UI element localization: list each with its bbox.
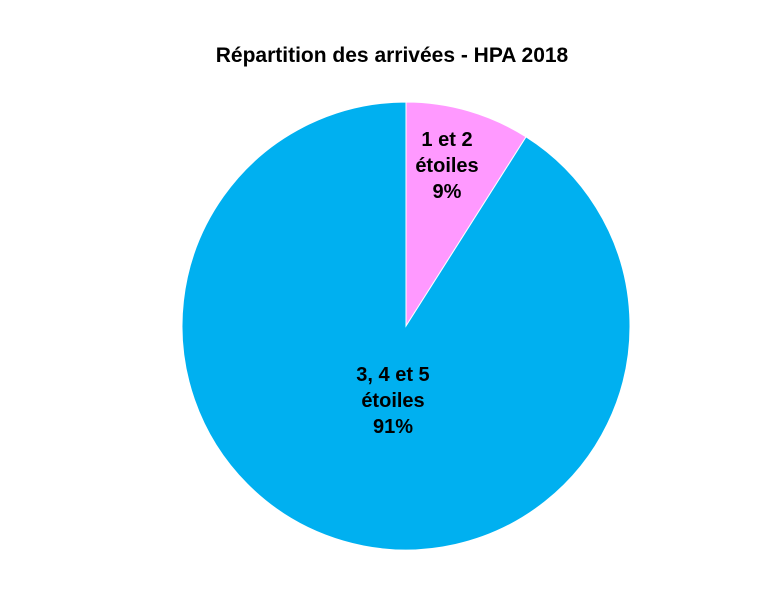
slice-label-2: 3, 4 et 5 étoiles 91% [356,364,429,438]
pie-slice-1 [405,101,527,328]
slice-label-line: étoiles [361,390,424,412]
slice-label-1: 1 et 2 étoiles 9% [415,129,478,203]
slice-label-line: 91% [373,416,413,438]
pie-slices [181,101,631,551]
slice-label-line: 9% [433,181,462,203]
pie-slice-2 [181,101,631,551]
slice-label-line: 1 et 2 [421,129,472,151]
slice-label-line: étoiles [415,155,478,177]
chart-title: Répartition des arrivées - HPA 2018 [215,44,569,67]
slice-label-line: 3, 4 et 5 [356,364,429,386]
pie-labels: 1 et 2 étoiles 9% 3, 4 et 5 étoiles 91% [356,129,478,438]
